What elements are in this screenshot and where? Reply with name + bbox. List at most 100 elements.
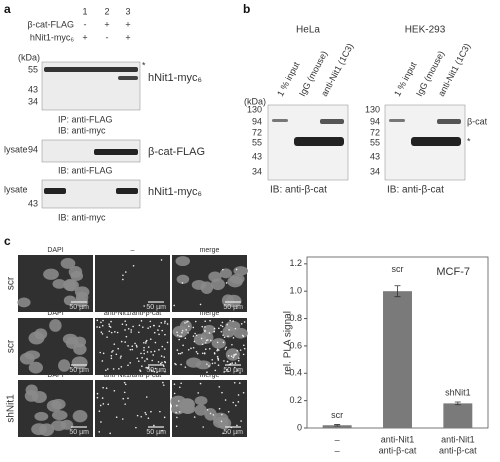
nucleus	[200, 281, 214, 295]
pla-dot	[96, 396, 99, 399]
pla-dot	[217, 357, 219, 360]
pla-dot	[236, 424, 238, 427]
ib-label: IB: anti-myc	[58, 125, 106, 135]
ip-label: IP: anti-FLAG	[58, 114, 113, 124]
pla-dot	[211, 359, 214, 361]
pla-dot	[222, 432, 224, 435]
bar	[322, 425, 352, 428]
column-label: anti-Nit1/anti-β-cat	[104, 372, 161, 379]
pla-dot	[192, 335, 195, 337]
pla-dot	[122, 274, 124, 277]
band-label: β-cat	[467, 116, 488, 126]
pla-dot	[100, 321, 102, 324]
panel-letter: b	[243, 2, 250, 16]
pla-dot	[127, 397, 129, 400]
pla-dot	[140, 352, 142, 355]
nucleus	[63, 295, 77, 306]
pla-dot	[127, 345, 129, 347]
pla-dot	[226, 360, 229, 363]
band-label: hNit1-myc₆	[148, 72, 202, 84]
scale-label: 50 µm	[146, 367, 166, 374]
y-axis-label: rel. PLA signal	[283, 311, 294, 375]
pla-dot	[166, 323, 169, 325]
pla-dot	[182, 344, 184, 347]
pla-dot	[162, 365, 165, 367]
lysate-label: lysate	[4, 144, 28, 154]
column-label: DAPI	[47, 247, 63, 254]
pla-dot	[108, 325, 111, 327]
pla-dot	[180, 335, 183, 338]
pla-dot	[237, 401, 240, 403]
pla-dot	[108, 323, 110, 325]
pla-dot	[143, 352, 146, 355]
pla-dot	[129, 362, 132, 364]
pla-dot	[173, 383, 176, 386]
pla-dot	[213, 330, 216, 333]
pla-dot	[162, 384, 165, 386]
pla-dot	[227, 335, 229, 338]
nucleus	[34, 411, 49, 421]
nucleus	[225, 320, 241, 332]
pla-dot	[217, 364, 220, 367]
pla-dot	[242, 353, 245, 356]
pla-dot	[120, 365, 123, 368]
nucleus	[31, 391, 47, 404]
pla-dot	[150, 351, 152, 353]
scale-label: 50 µm	[146, 429, 166, 436]
pla-dot	[176, 334, 179, 336]
pla-dot	[135, 426, 137, 429]
marker: 94	[252, 116, 262, 126]
scale-label: 50 µm	[223, 304, 243, 311]
pla-dot	[218, 327, 220, 330]
pla-dot	[101, 397, 104, 399]
pla-dot	[221, 325, 224, 328]
pla-dot	[235, 268, 238, 271]
pla-dot	[101, 324, 104, 327]
marker: 55	[252, 137, 262, 147]
pla-dot	[180, 382, 182, 385]
pla-dot	[242, 335, 245, 338]
nucleus	[72, 409, 88, 423]
pla-dot	[102, 352, 105, 355]
nucleus	[176, 274, 190, 284]
blot-band	[118, 76, 138, 80]
pla-dot	[138, 331, 140, 334]
column-label: merge	[200, 372, 220, 379]
sign: +	[125, 32, 130, 42]
pla-dot	[177, 352, 180, 355]
pla-dot	[208, 348, 211, 350]
pla-dot	[187, 332, 189, 334]
nucleus	[70, 270, 84, 282]
pla-dot	[106, 336, 108, 338]
pla-dot	[220, 324, 222, 327]
ib-label: IB: anti-β-cat	[387, 185, 444, 196]
pla-dot	[147, 366, 150, 368]
nucleus	[233, 327, 248, 339]
pla-dot	[185, 328, 187, 331]
pla-dot	[154, 341, 157, 344]
pla-dot	[147, 327, 149, 329]
pla-dot	[154, 367, 157, 370]
blot-band	[272, 119, 288, 122]
bar	[443, 403, 473, 428]
pla-dot	[221, 321, 224, 324]
error-bar	[334, 424, 341, 427]
pla-dot	[206, 363, 208, 365]
lane-label: anti-Nit1 (1C3)	[436, 42, 472, 98]
pla-dot	[227, 410, 230, 413]
pla-dot	[160, 259, 163, 261]
pla-dot	[218, 386, 221, 388]
pla-dot	[114, 331, 116, 333]
pla-dot	[240, 323, 243, 325]
x-tick-label: anti-Nit1	[381, 434, 415, 444]
pla-dot	[143, 346, 145, 349]
pla-dot	[163, 322, 166, 324]
pla-dot	[242, 391, 245, 394]
pla-dot	[136, 414, 139, 417]
row-label: β-cat-FLAG	[27, 19, 74, 29]
pla-dot	[136, 346, 138, 348]
y-tick-label: 1.2	[289, 258, 302, 268]
pla-dot	[206, 371, 208, 374]
nucleus	[172, 325, 188, 338]
